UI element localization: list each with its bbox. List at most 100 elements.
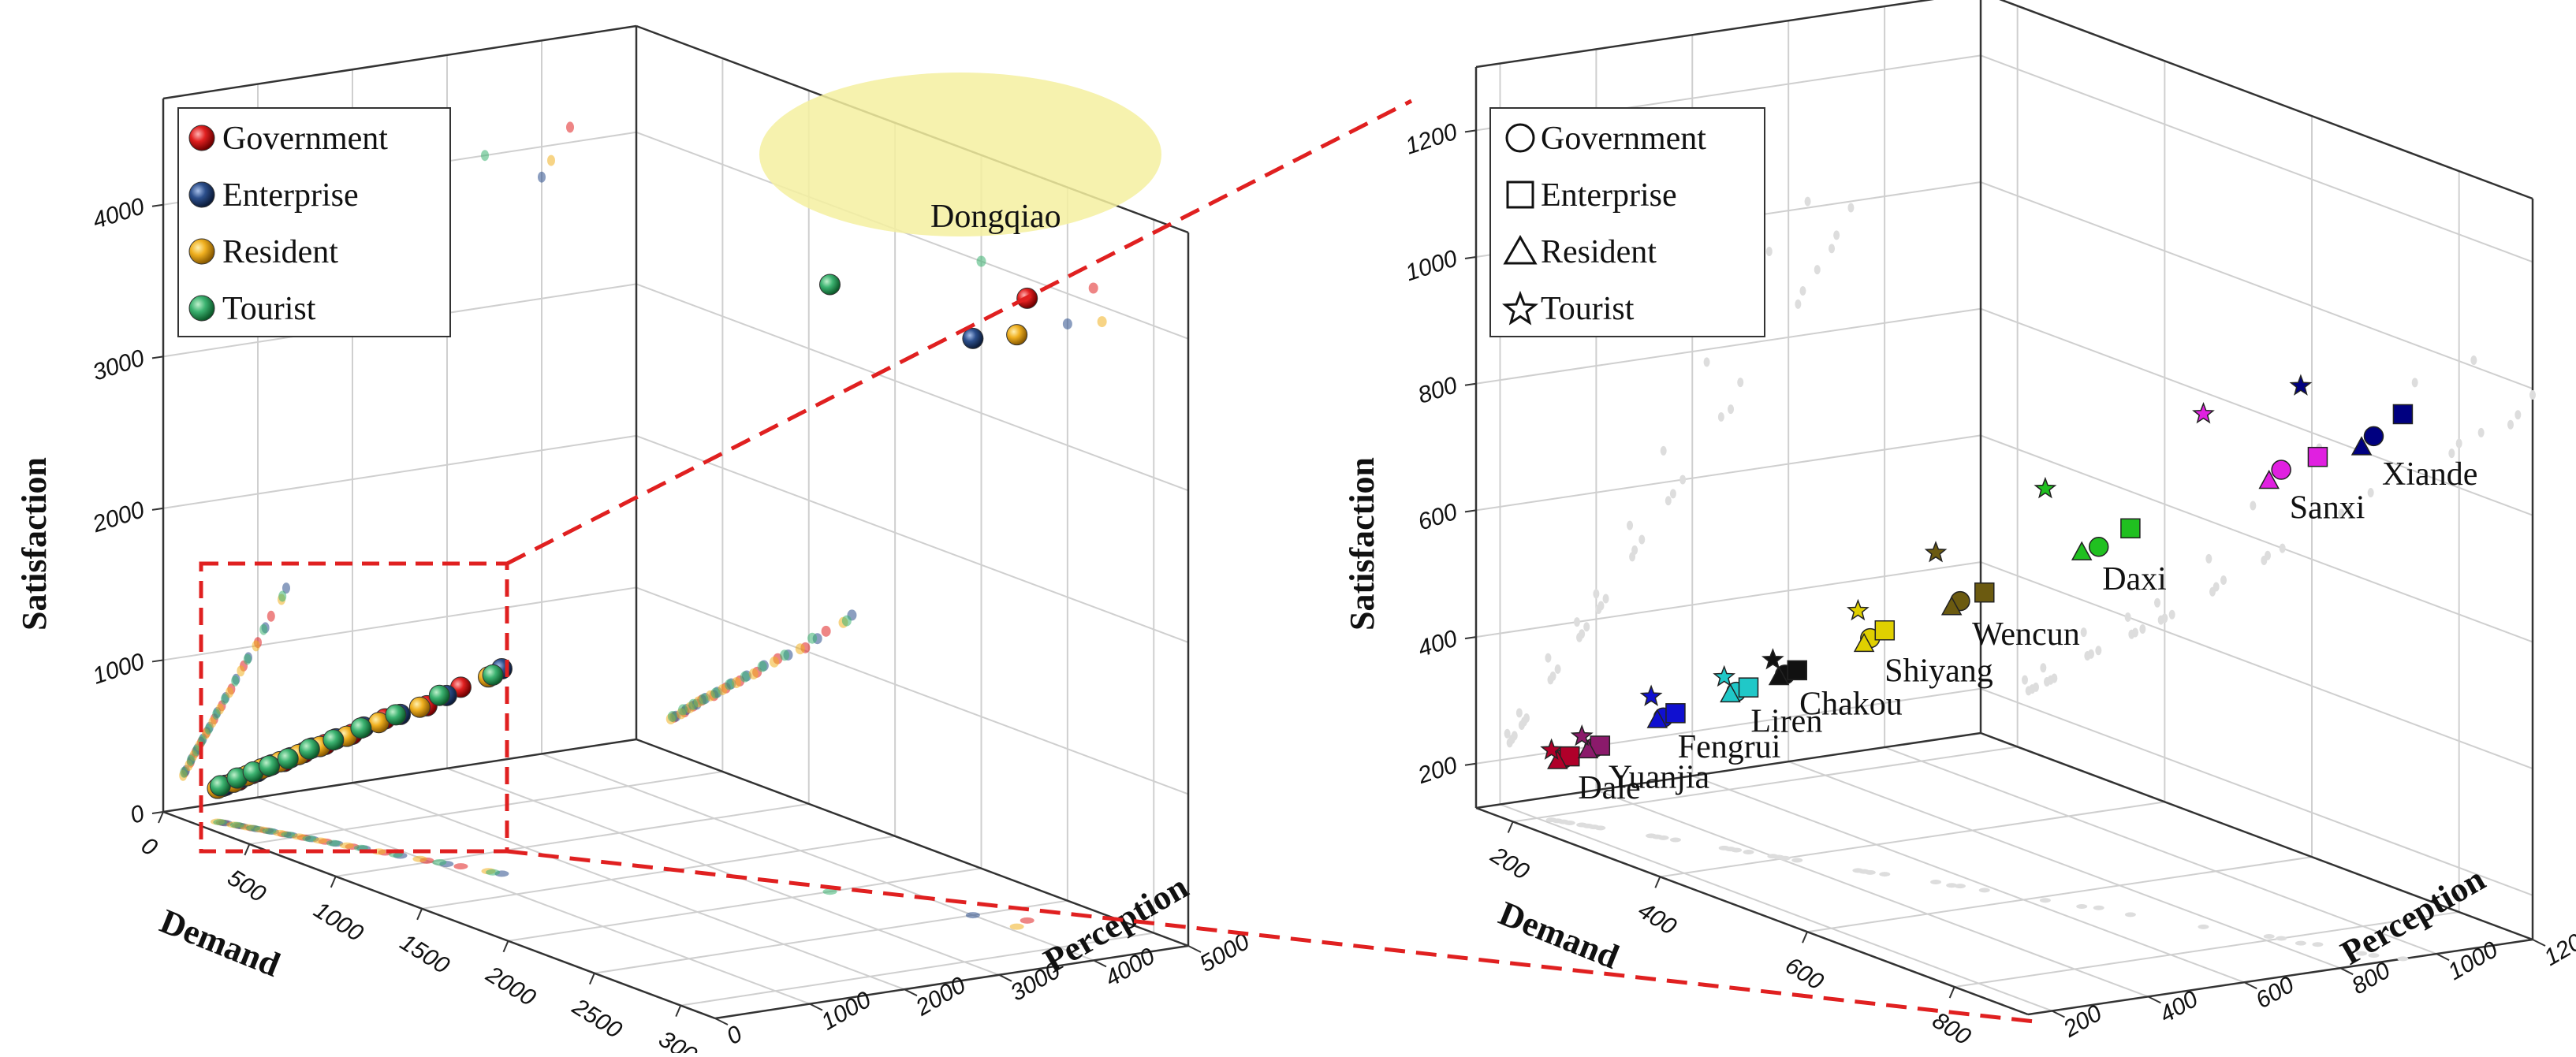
right-floor-projection [1879, 872, 1891, 877]
left-back-projection [757, 661, 767, 672]
left-back-projection [1088, 282, 1098, 294]
right-point-liren-enterprise [1738, 677, 1759, 698]
right-floor-projection [1576, 822, 1588, 828]
left-side-projection [547, 154, 555, 166]
right-point-daxi-government [2088, 537, 2109, 557]
right-side-projection [1638, 534, 1646, 545]
right-y-tick-label: 1200 [2540, 922, 2576, 971]
right-x-tick [1802, 931, 1808, 943]
left-frame-edge [162, 738, 637, 813]
right-side-projection [1669, 489, 1676, 499]
right-side-projection [1737, 378, 1744, 388]
left-backwall-grid [636, 434, 1189, 643]
left-y-tick [904, 988, 918, 997]
left-x-tick [330, 876, 337, 888]
right-y-tick-label: 1000 [2444, 936, 2503, 985]
left-floor-projection [486, 869, 501, 876]
left-z-tick [151, 811, 164, 814]
left-floor-grid [257, 796, 811, 1005]
village-label-dale: Dale [1578, 770, 1640, 806]
left-back-projection [841, 615, 852, 627]
left-y-tick [809, 1003, 823, 1011]
right-floor-projection [1669, 837, 1681, 843]
right-x-tick-label: 400 [1634, 897, 1681, 940]
left-frame-edge [714, 944, 1189, 1020]
right-backwall-grid [1980, 434, 2533, 643]
right-side-projection [1679, 475, 1687, 485]
right-point-xiande-enterprise [2392, 404, 2414, 425]
right-z-tick-label: 600 [1415, 499, 1460, 536]
left-side-projection [226, 687, 233, 698]
right-floor-grid [1660, 801, 2165, 878]
right-z-tick [1464, 382, 1477, 386]
left-back-projection [688, 698, 699, 710]
right-legend-tourist-label: Tourist [1541, 291, 1635, 327]
right-point-shiyang-tourist [1846, 598, 1870, 621]
left-side-projection [259, 623, 268, 635]
left-z-tick-label: 3000 [89, 345, 147, 386]
left-side-projection [221, 694, 229, 705]
left-y-tick-label: 0 [722, 1021, 747, 1050]
right-side-projection [1703, 357, 1710, 367]
left-x-tick [588, 973, 595, 985]
right-point-sanxi-enterprise [2307, 446, 2328, 467]
village-label-sanxi: Sanxi [2290, 489, 2365, 526]
legend-government-marker [188, 125, 215, 151]
right-point-sanxi-resident [2258, 469, 2280, 489]
right-point-xiande-government [2363, 426, 2384, 447]
left-frame-edge [636, 738, 1189, 947]
right-x-tick [1654, 876, 1661, 888]
right-floor-projection [2124, 912, 2136, 917]
left-point-tourist [482, 664, 504, 686]
right-back-projection [2084, 651, 2091, 661]
left-x-tick-label: 1000 [309, 897, 367, 947]
right-backwall-grid [1980, 181, 2533, 389]
right-floor-projection [2295, 940, 2306, 946]
right-side-projection [1629, 552, 1636, 562]
right-z-tick [1464, 129, 1477, 133]
right-back-projection [2040, 663, 2047, 673]
zoom-guide-top [505, 99, 1413, 566]
left-z-tick [151, 203, 164, 207]
left-floor-grid [541, 753, 1094, 962]
left-floor-grid [508, 867, 982, 942]
right-legend-government: Government [1505, 121, 1706, 157]
right-y-tick [2436, 953, 2450, 961]
right-side-projection [1829, 244, 1836, 254]
left-x-tick [158, 811, 164, 824]
left-back-projection [667, 710, 677, 722]
right-legend-enterprise: Enterprise [1506, 177, 1677, 214]
left-side-projection [243, 653, 252, 665]
right-floor-projection [1946, 883, 1958, 888]
left-zaxis-title: Satisfaction [15, 457, 54, 631]
right-z-tick-label: 1200 [1402, 119, 1460, 160]
right-back-projection [2411, 378, 2418, 388]
right-floor-grid [1806, 856, 2313, 933]
right-side-projection [1804, 196, 1811, 207]
left-point-tourist [259, 755, 281, 777]
right-back-projection [2033, 682, 2039, 692]
right-back-projection [2154, 597, 2160, 608]
right-side-projection [1523, 713, 1530, 724]
left-back-projection [699, 694, 709, 705]
left-y-tick [714, 1018, 729, 1025]
right-floor-projection [1930, 879, 1942, 884]
right-floor-grid [1500, 803, 2052, 1012]
left-point-tourist [819, 274, 841, 296]
right-floor-projection [1954, 884, 1966, 889]
legend-government-label: Government [222, 121, 388, 157]
right-floor-projection [2368, 953, 2380, 958]
right-point-sanxi-tourist [2192, 401, 2215, 424]
zoom-guide-bottom [506, 849, 2035, 1024]
right-frame [1474, 0, 2534, 1016]
right-point-fengrui-enterprise [1665, 703, 1686, 724]
right-legend-resident-label: Resident [1541, 234, 1657, 270]
left-floor-grid [352, 782, 905, 991]
left-side-projection [237, 665, 245, 677]
left-y-tick-label: 5000 [1195, 929, 1254, 977]
left-side-projection [212, 709, 221, 720]
right-legend-enterprise-marker [1506, 181, 1534, 209]
right-floor-grid [1512, 746, 2018, 823]
left-point-enterprise [962, 327, 984, 349]
left-back-projection [740, 671, 750, 683]
